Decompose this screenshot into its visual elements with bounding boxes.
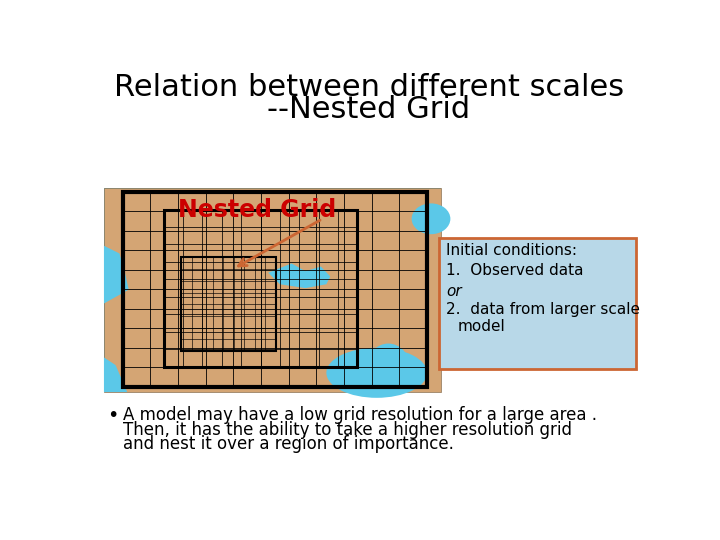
Text: Initial conditions:: Initial conditions: (446, 243, 577, 258)
Text: Relation between different scales: Relation between different scales (114, 73, 624, 103)
Bar (181, 257, 276, 351)
Bar (122, 192, 427, 387)
Text: •: • (107, 406, 118, 425)
Text: --Nested Grid: --Nested Grid (267, 95, 471, 124)
Ellipse shape (326, 348, 427, 398)
Text: 1.  Observed data: 1. Observed data (446, 263, 584, 278)
Text: Nested Grid: Nested Grid (178, 198, 336, 221)
Text: A model may have a low grid resolution for a large area .: A model may have a low grid resolution f… (122, 406, 597, 424)
Polygon shape (104, 246, 129, 303)
Text: 2.  data from larger scale: 2. data from larger scale (446, 302, 641, 317)
Bar (104, 188, 441, 392)
Ellipse shape (412, 204, 451, 234)
Polygon shape (104, 357, 127, 392)
Text: and nest it over a region of importance.: and nest it over a region of importance. (122, 435, 454, 453)
Bar (104, 188, 441, 392)
Bar (163, 210, 357, 367)
Ellipse shape (367, 343, 410, 390)
Text: model: model (457, 319, 505, 334)
Text: Then, it has the ability to take a higher resolution grid: Then, it has the ability to take a highe… (122, 421, 572, 438)
Bar (438, 238, 636, 369)
Polygon shape (269, 264, 330, 288)
Text: or: or (446, 284, 462, 299)
